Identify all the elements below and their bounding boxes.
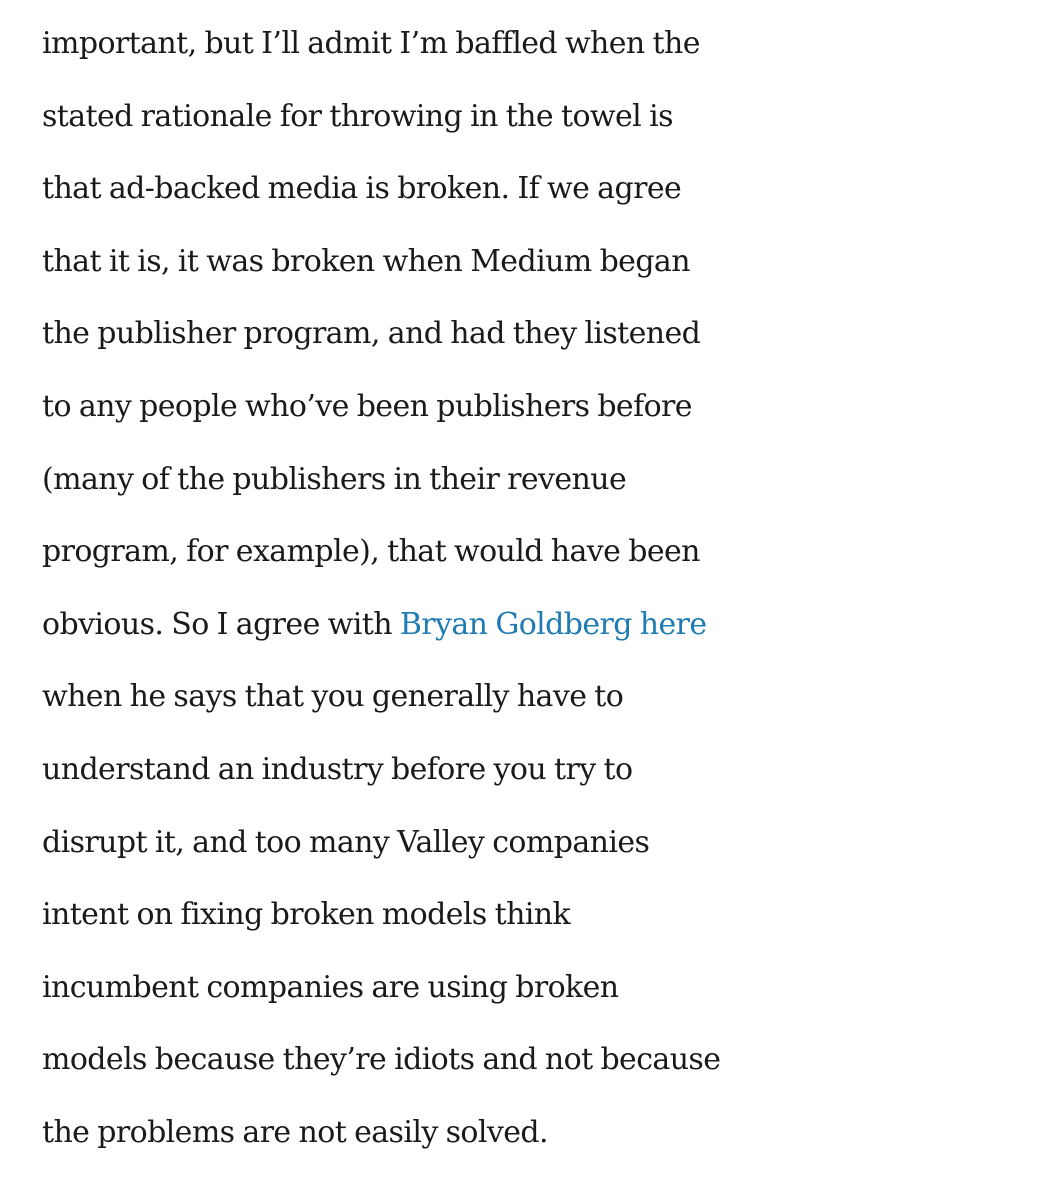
text-line: program, for example), that would have b… <box>42 534 700 570</box>
text-line: the problems are not easily solved. <box>42 1114 549 1150</box>
text-line: important, but I’ll admit I’m baffled wh… <box>42 26 700 61</box>
text-line: that ad-backed media is broken. If we ag… <box>42 171 682 207</box>
text-line: that it is, it was broken when Medium be… <box>42 243 691 279</box>
text-line: models because they’re idiots and not be… <box>42 1042 721 1078</box>
text-line-with-link: obvious. So I agree with Bryan Goldberg … <box>42 589 1032 662</box>
text-line: when he says that you generally have to <box>42 679 624 715</box>
text-line: incumbent companies are using broken <box>42 969 619 1005</box>
text-line: to any people who’ve been publishers bef… <box>42 388 693 424</box>
text-line: the publisher program, and had they list… <box>42 316 701 352</box>
text-segment: obvious. So I agree with <box>42 606 400 642</box>
text-line: disrupt it, and too many Valley companie… <box>42 824 650 860</box>
text-line: stated rationale for throwing in the tow… <box>42 98 673 134</box>
text-line: (many of the publishers in their revenue <box>42 461 627 497</box>
text-line: intent on fixing broken models think <box>42 897 571 933</box>
text-line: understand an industry before you try to <box>42 751 633 787</box>
bryan-goldberg-link[interactable]: Bryan Goldberg here <box>399 606 707 642</box>
article-body: important, but I’ll admit I’m baffled wh… <box>42 8 1032 1170</box>
